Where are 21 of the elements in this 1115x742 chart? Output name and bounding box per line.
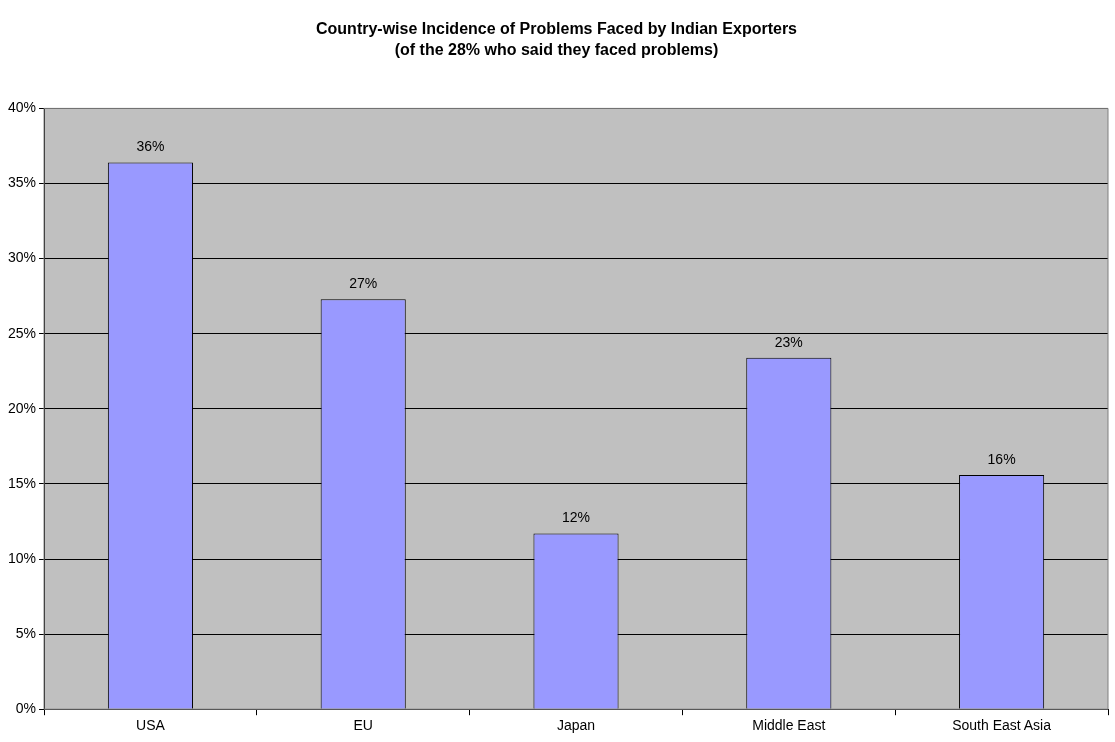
- y-tick-label: 35%: [7, 174, 37, 191]
- chart-subtitle: (of the 28% who said they faced problems): [394, 41, 719, 59]
- x-tick-label: South East Asia: [952, 717, 1052, 734]
- y-tick-label: 30%: [7, 249, 37, 266]
- data-label: 12%: [561, 509, 591, 526]
- y-tick-label: 25%: [7, 324, 37, 341]
- y-tick-label: 20%: [7, 399, 37, 416]
- data-label: 16%: [987, 450, 1016, 467]
- x-tick-label: Middle East: [752, 717, 826, 734]
- chart-title: Country-wise Incidence of Problems Faced by Indian Exporters: [316, 20, 798, 38]
- y-tick-label: 15%: [7, 474, 37, 491]
- data-label: 23%: [774, 333, 803, 350]
- data-label: 36%: [136, 138, 165, 155]
- y-tick-label: 5%: [15, 624, 37, 641]
- x-tick-label: EU: [353, 717, 373, 734]
- x-tick-label: USA: [136, 717, 166, 734]
- y-tick-label: 40%: [7, 99, 37, 116]
- y-tick-label: 0%: [15, 700, 37, 717]
- y-tick-label: 10%: [7, 549, 37, 566]
- data-label: 27%: [349, 275, 378, 292]
- x-tick-label: Japan: [556, 717, 596, 734]
